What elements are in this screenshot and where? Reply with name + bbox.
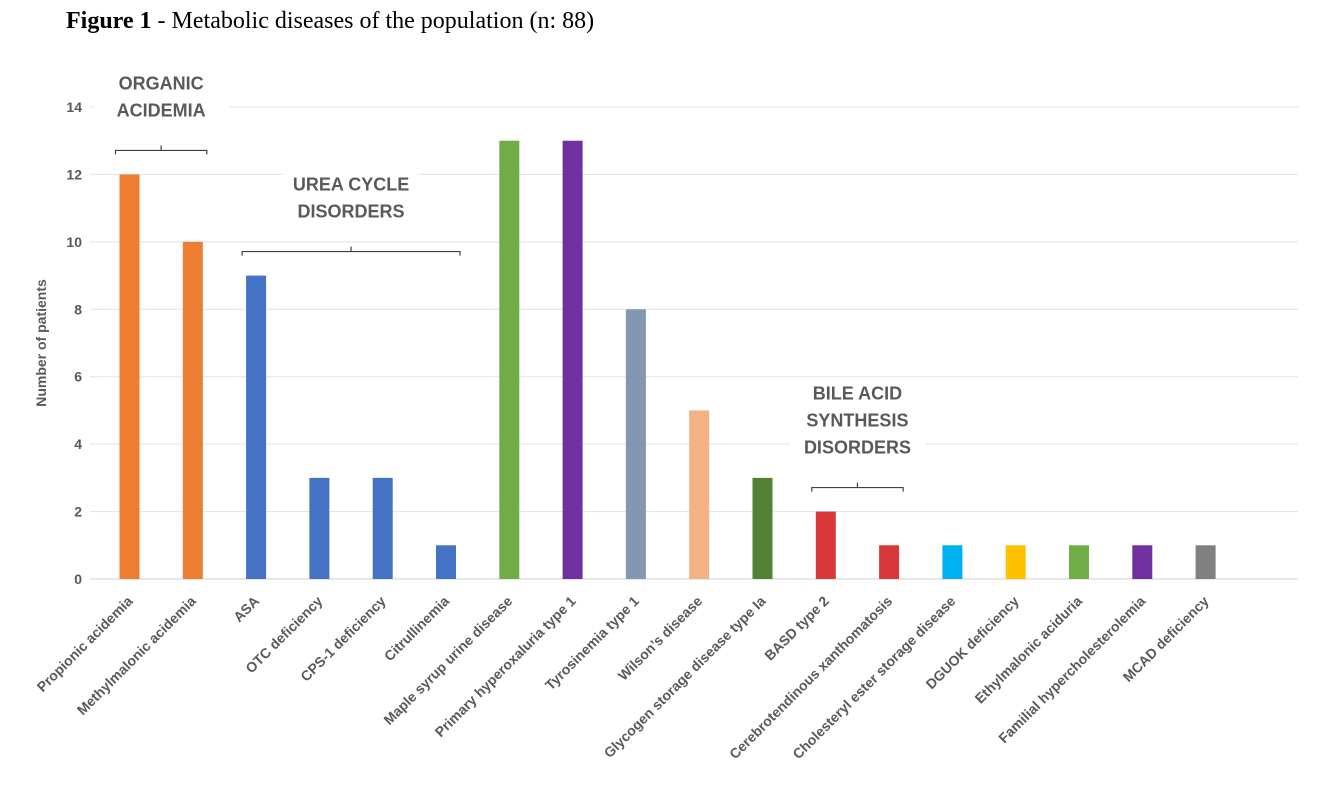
bar bbox=[1132, 545, 1153, 579]
bar bbox=[815, 511, 836, 579]
bar bbox=[1195, 545, 1216, 579]
y-axis-label: Number of patients bbox=[33, 279, 49, 407]
bar bbox=[1069, 545, 1089, 579]
bar bbox=[625, 309, 646, 579]
figure-label: Figure 1 bbox=[66, 8, 152, 34]
x-tick-label: ASA bbox=[230, 593, 262, 625]
figure-caption: Figure 1 - Metabolic diseases of the pop… bbox=[66, 8, 594, 35]
group-label-bg bbox=[93, 69, 230, 132]
bar bbox=[119, 174, 140, 579]
bar bbox=[372, 477, 393, 579]
group-label-line: DISORDERS bbox=[298, 202, 405, 222]
group-label-line: SYNTHESIS bbox=[806, 411, 908, 431]
group-bracket bbox=[811, 482, 904, 492]
group-label-line: BILE ACID bbox=[813, 384, 902, 404]
bar bbox=[309, 477, 330, 579]
bar bbox=[562, 140, 583, 579]
bar bbox=[942, 545, 963, 579]
bar bbox=[499, 140, 520, 579]
x-tick-label: BASD type 2 bbox=[761, 593, 832, 664]
bar bbox=[689, 410, 710, 579]
group-bracket bbox=[114, 145, 208, 155]
x-tick-label: Methylmalonic acidemia bbox=[74, 593, 199, 718]
bar bbox=[752, 477, 773, 579]
bar bbox=[182, 241, 203, 579]
bar bbox=[879, 545, 900, 579]
group-bracket bbox=[241, 246, 461, 256]
group-label-line: UREA CYCLE bbox=[293, 175, 409, 195]
y-tick-label: 2 bbox=[74, 504, 82, 520]
y-tick-label: 14 bbox=[66, 99, 82, 115]
y-tick-label: 4 bbox=[74, 436, 82, 452]
x-tick-label: Maple syrup urine disease bbox=[380, 593, 515, 728]
figure-title: - Metabolic diseases of the population (… bbox=[151, 8, 595, 34]
group-label-bg bbox=[283, 170, 420, 233]
y-tick-label: 10 bbox=[66, 234, 82, 250]
group-label-line: ORGANIC bbox=[119, 73, 204, 93]
bar bbox=[1005, 545, 1026, 579]
x-tick-label: Ethylmalonic aciduria bbox=[971, 593, 1085, 707]
y-tick-label: 12 bbox=[66, 166, 82, 182]
x-tick-label: Citrullinemia bbox=[381, 593, 452, 664]
group-label-line: DISORDERS bbox=[804, 438, 911, 458]
bar bbox=[246, 275, 267, 579]
group-label-bg bbox=[789, 379, 926, 469]
bar bbox=[436, 545, 456, 579]
y-tick-label: 0 bbox=[74, 571, 82, 587]
group-label-line: ACIDEMIA bbox=[117, 100, 206, 120]
y-tick-label: 8 bbox=[74, 301, 82, 317]
y-tick-label: 6 bbox=[74, 369, 82, 385]
